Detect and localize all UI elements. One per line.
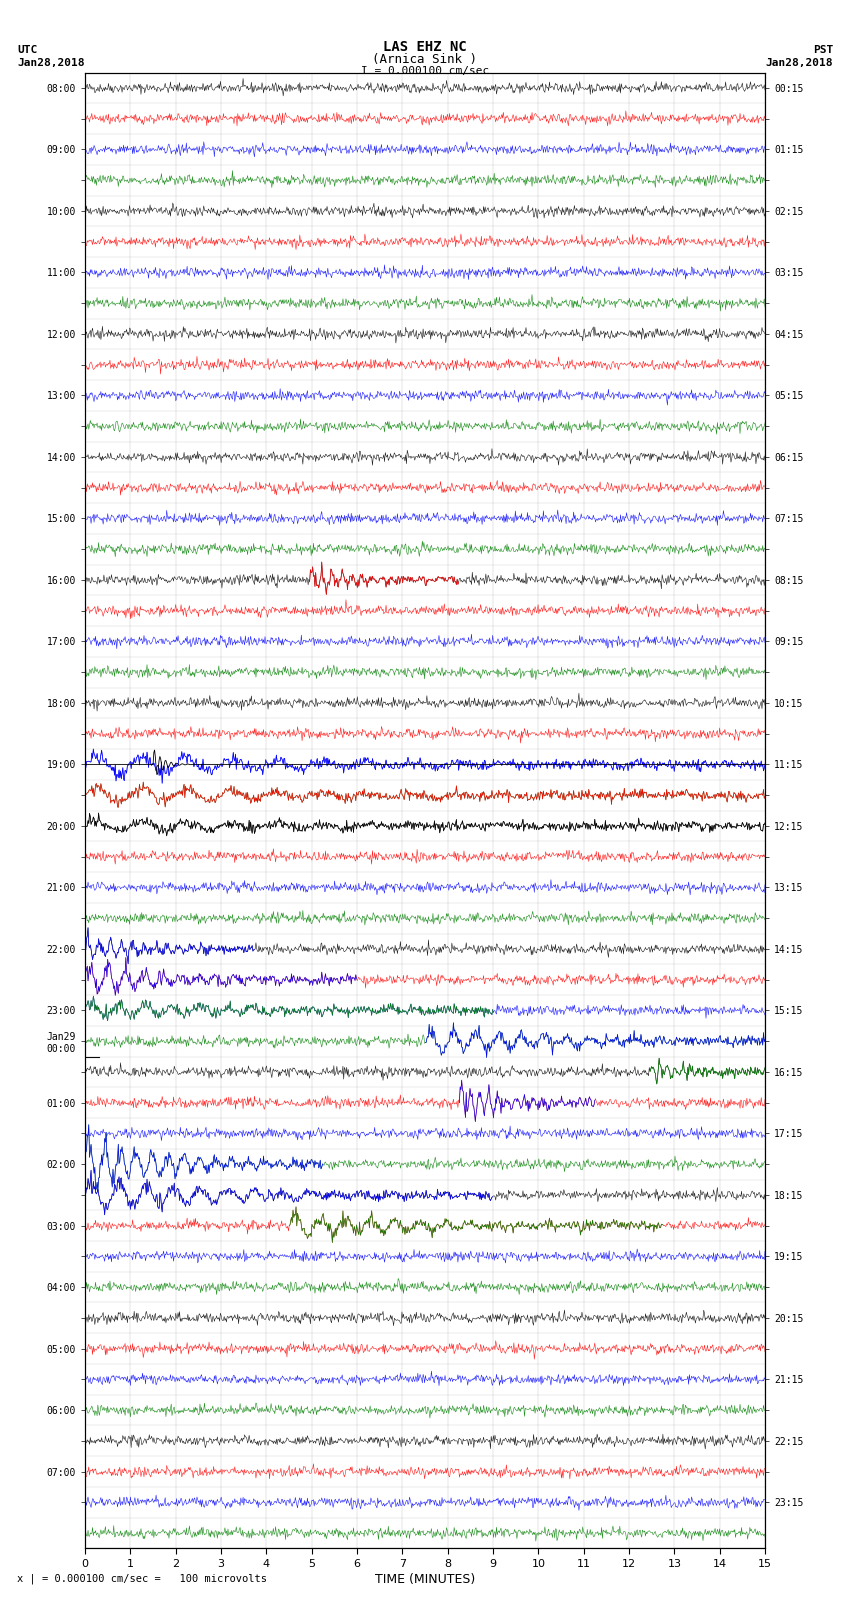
Text: I = 0.000100 cm/sec: I = 0.000100 cm/sec (361, 66, 489, 76)
Text: (Arnica Sink ): (Arnica Sink ) (372, 53, 478, 66)
Text: UTC: UTC (17, 45, 37, 55)
X-axis label: TIME (MINUTES): TIME (MINUTES) (375, 1573, 475, 1586)
Text: x | = 0.000100 cm/sec =   100 microvolts: x | = 0.000100 cm/sec = 100 microvolts (17, 1573, 267, 1584)
Text: Jan28,2018: Jan28,2018 (766, 58, 833, 68)
Text: LAS EHZ NC: LAS EHZ NC (383, 40, 467, 55)
Text: Jan28,2018: Jan28,2018 (17, 58, 84, 68)
Text: PST: PST (813, 45, 833, 55)
